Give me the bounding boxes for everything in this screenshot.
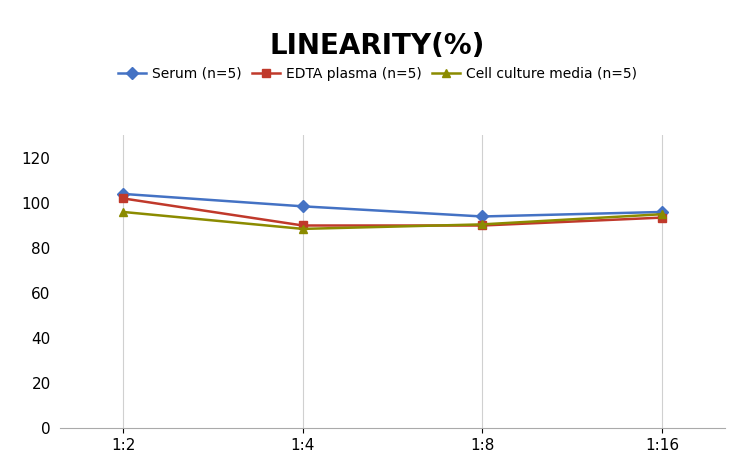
EDTA plasma (n=5) bbox=[478, 223, 487, 228]
Serum (n=5) bbox=[119, 191, 128, 197]
Line: Serum (n=5): Serum (n=5) bbox=[119, 190, 666, 221]
Serum (n=5) bbox=[298, 203, 307, 209]
Serum (n=5) bbox=[658, 209, 667, 215]
Cell culture media (n=5) bbox=[658, 212, 667, 217]
EDTA plasma (n=5) bbox=[298, 223, 307, 228]
Text: LINEARITY(%): LINEARITY(%) bbox=[270, 32, 485, 60]
Line: EDTA plasma (n=5): EDTA plasma (n=5) bbox=[119, 194, 666, 230]
Legend: Serum (n=5), EDTA plasma (n=5), Cell culture media (n=5): Serum (n=5), EDTA plasma (n=5), Cell cul… bbox=[112, 61, 643, 86]
Cell culture media (n=5) bbox=[298, 226, 307, 231]
EDTA plasma (n=5) bbox=[119, 196, 128, 201]
Cell culture media (n=5) bbox=[478, 221, 487, 227]
Serum (n=5) bbox=[478, 214, 487, 219]
Line: Cell culture media (n=5): Cell culture media (n=5) bbox=[119, 208, 666, 233]
EDTA plasma (n=5) bbox=[658, 215, 667, 220]
Cell culture media (n=5) bbox=[119, 209, 128, 215]
